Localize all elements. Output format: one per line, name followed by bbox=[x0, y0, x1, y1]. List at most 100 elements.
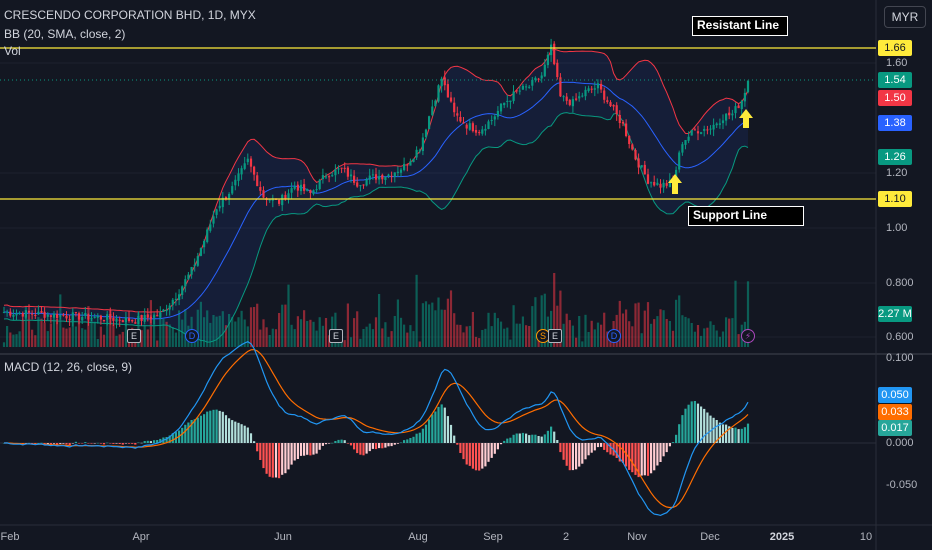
volume-bar bbox=[525, 325, 528, 347]
candle-body bbox=[290, 188, 293, 193]
macd-indicator-label[interactable]: MACD (12, 26, close, 9) bbox=[4, 360, 133, 374]
candle-body bbox=[678, 152, 681, 170]
volume-indicator-label[interactable]: Vol bbox=[4, 44, 21, 58]
macd-histogram-bar bbox=[418, 432, 421, 443]
volume-bar bbox=[43, 322, 46, 347]
candle-body bbox=[734, 106, 737, 114]
macd-histogram-bar bbox=[274, 443, 278, 478]
volume-bar bbox=[493, 312, 496, 347]
candle-body bbox=[237, 173, 240, 181]
macd-tick: 0.100 bbox=[886, 352, 914, 364]
volume-bar bbox=[437, 297, 440, 347]
candle-body bbox=[518, 90, 521, 92]
symbol-title[interactable]: CRESCENDO CORPORATION BHD, 1D, MYX bbox=[4, 8, 256, 22]
candle-body bbox=[712, 124, 715, 130]
candle-body bbox=[521, 85, 524, 90]
macd-histogram-bar bbox=[496, 443, 499, 450]
candle-body bbox=[106, 314, 109, 320]
macd-histogram-bar bbox=[578, 443, 581, 467]
earnings-marker[interactable]: E bbox=[548, 329, 562, 343]
volume-bar bbox=[434, 310, 437, 347]
candle-body bbox=[471, 123, 474, 132]
flash-event-marker[interactable]: ⚡ bbox=[741, 329, 755, 343]
bb-indicator-label[interactable]: BB (20, SMA, close, 2) bbox=[4, 27, 126, 41]
macd-histogram-bar bbox=[540, 436, 543, 443]
volume-bar bbox=[746, 281, 750, 347]
macd-histogram-bar bbox=[700, 406, 703, 443]
volume-bar bbox=[506, 327, 509, 347]
volume-bar bbox=[249, 307, 253, 347]
volume-bar bbox=[359, 338, 362, 347]
macd-histogram-bar bbox=[371, 443, 374, 449]
dividend-marker[interactable]: D bbox=[185, 329, 199, 343]
macd-histogram-bar bbox=[215, 409, 218, 443]
candle-body bbox=[609, 102, 612, 107]
candle-body bbox=[590, 88, 593, 90]
candle-body bbox=[287, 193, 290, 199]
macd-histogram-bar bbox=[715, 420, 718, 443]
currency-button[interactable]: MYR bbox=[884, 6, 926, 28]
candle-body bbox=[168, 305, 171, 310]
macd-histogram-bar bbox=[606, 443, 609, 453]
candle-body bbox=[134, 322, 137, 324]
candle-body bbox=[112, 317, 115, 321]
macd-histogram-bar bbox=[565, 443, 568, 466]
volume-bar bbox=[49, 323, 52, 347]
bb-lower-line bbox=[3, 112, 749, 343]
macd-histogram-bar bbox=[593, 443, 596, 451]
candle-body bbox=[640, 165, 643, 168]
macd-histogram-bar bbox=[312, 443, 315, 455]
macd-histogram-bar bbox=[546, 430, 549, 443]
volume-bar bbox=[68, 327, 71, 347]
volume-bar bbox=[281, 304, 284, 347]
volume-bar bbox=[324, 318, 328, 347]
macd-histogram-bar bbox=[68, 443, 71, 446]
macd-histogram-bar bbox=[465, 443, 468, 465]
macd-histogram-bar bbox=[40, 442, 43, 444]
macd-histogram bbox=[2, 401, 750, 479]
candle-body bbox=[531, 79, 534, 86]
volume-bar bbox=[678, 295, 681, 347]
volume-bar bbox=[181, 319, 184, 347]
dividend-marker[interactable]: D bbox=[607, 329, 621, 343]
macd-histogram-bar bbox=[725, 424, 728, 443]
volume-bar bbox=[253, 307, 256, 347]
volume-bar bbox=[93, 321, 96, 347]
volume-bar bbox=[384, 322, 387, 347]
volume-bar bbox=[343, 340, 346, 347]
candle-body bbox=[293, 186, 296, 189]
volume-bar bbox=[653, 319, 656, 347]
volume-bar bbox=[199, 301, 202, 347]
earnings-marker[interactable]: E bbox=[329, 329, 343, 343]
earnings-marker[interactable]: E bbox=[127, 329, 141, 343]
volume-bar bbox=[706, 327, 709, 347]
candle-body bbox=[484, 128, 487, 131]
candle-body bbox=[621, 122, 625, 124]
volume-bar bbox=[484, 328, 487, 347]
candle-body bbox=[37, 311, 40, 315]
candle-body bbox=[378, 176, 381, 180]
volume-bar bbox=[556, 305, 559, 347]
candle-body bbox=[262, 190, 265, 198]
candle-body bbox=[487, 121, 490, 129]
macd-histogram-bar bbox=[734, 427, 737, 443]
macd-histogram-bar bbox=[118, 443, 121, 444]
support-line-label[interactable]: Support Line bbox=[688, 206, 804, 226]
resistant-line-label[interactable]: Resistant Line bbox=[692, 16, 788, 36]
macd-histogram-bar bbox=[412, 436, 415, 443]
volume-bar bbox=[646, 302, 650, 347]
macd-histogram-bar bbox=[515, 433, 518, 443]
volume-bar bbox=[468, 325, 471, 347]
volume-bar bbox=[403, 324, 406, 347]
macd-histogram-bar bbox=[181, 427, 184, 443]
volume-bar bbox=[550, 310, 553, 347]
candle-body bbox=[565, 96, 568, 101]
time-label: Jun bbox=[274, 531, 292, 543]
volume-bar bbox=[240, 310, 243, 347]
macd-histogram-bar bbox=[481, 443, 484, 469]
macd-histogram-bar bbox=[31, 443, 34, 444]
volume-bar bbox=[349, 337, 353, 347]
macd-histogram-bar bbox=[331, 442, 334, 444]
volume-bar bbox=[171, 327, 174, 347]
